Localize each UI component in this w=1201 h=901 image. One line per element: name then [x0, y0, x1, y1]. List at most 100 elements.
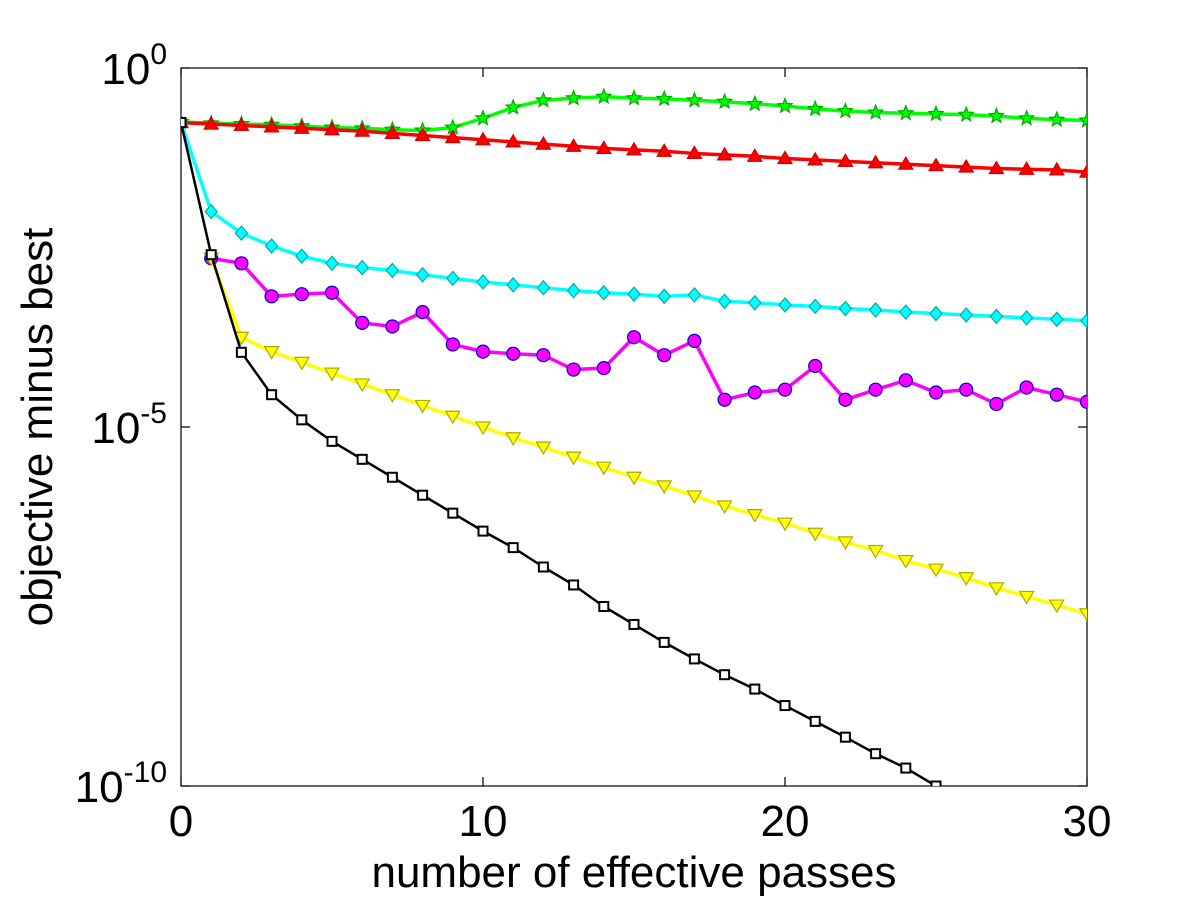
data-point-yellow: [867, 544, 884, 559]
data-point-black: [326, 435, 338, 447]
data-point-cyan: [808, 298, 822, 315]
data-point-magenta: [687, 333, 702, 348]
data-point-cyan: [1050, 311, 1064, 328]
data-point-cyan: [566, 282, 581, 299]
y-tick-exponent: -5: [140, 397, 167, 430]
data-point-black: [386, 471, 398, 483]
series-group: [181, 87, 1087, 786]
data-point-black: [930, 780, 942, 786]
y-tick-base: 10: [75, 763, 124, 812]
x-tick-label: 20: [761, 797, 810, 846]
data-point-black: [900, 762, 912, 774]
data-point-red: [1078, 163, 1087, 178]
data-point-green: [625, 88, 643, 106]
data-point-black: [296, 414, 308, 426]
data-point-magenta: [1079, 394, 1087, 409]
data-point-red: [203, 115, 220, 130]
data-point-yellow: [746, 508, 763, 523]
data-point-red: [1048, 161, 1065, 176]
data-point-magenta: [989, 396, 1004, 412]
data-point-green: [866, 103, 885, 120]
data-point-yellow: [1078, 608, 1087, 622]
y-tick-exponent: 0: [150, 38, 167, 71]
data-point-yellow: [927, 563, 945, 578]
data-point-magenta: [506, 346, 521, 361]
data-point-yellow: [807, 527, 824, 542]
data-point-magenta: [324, 285, 340, 300]
data-point-magenta: [1019, 380, 1034, 395]
data-point-cyan: [989, 308, 1004, 325]
data-point-red: [927, 157, 945, 172]
y-tick-exponent: -10: [124, 756, 167, 789]
data-point-cyan: [959, 307, 973, 323]
data-point-black: [266, 389, 278, 401]
data-point-cyan: [536, 279, 551, 296]
data-point-black: [658, 636, 670, 648]
data-point-yellow: [958, 572, 975, 586]
data-point-yellow: [897, 554, 914, 569]
data-point-yellow: [1018, 590, 1035, 605]
data-point-cyan: [929, 305, 943, 322]
data-point-black: [749, 683, 761, 695]
data-point-green: [987, 106, 1006, 124]
data-point-black: [447, 507, 459, 519]
data-point-black: [779, 700, 791, 712]
data-point-magenta: [1049, 387, 1064, 402]
data-point-black: [568, 579, 580, 591]
data-point-black: [598, 601, 610, 612]
data-point-green: [474, 109, 492, 126]
data-point-yellow: [444, 410, 461, 425]
data-point-red: [595, 140, 612, 155]
data-point-yellow: [505, 432, 522, 446]
plot-area: [180, 67, 1088, 787]
data-point-black: [839, 731, 851, 743]
data-point-red: [746, 148, 763, 162]
data-point-green: [504, 98, 522, 115]
data-point-green: [776, 96, 794, 114]
series-red: [181, 114, 1087, 178]
data-point-yellow: [414, 399, 431, 414]
y-axis-label: objective minus best: [13, 228, 62, 627]
data-point-black: [537, 561, 549, 573]
y-tick-base: 10: [101, 45, 150, 94]
data-point-red: [565, 138, 582, 152]
data-point-black: [235, 346, 247, 358]
data-point-magenta: [777, 382, 793, 397]
data-point-yellow: [535, 441, 552, 456]
data-point-cyan: [415, 266, 430, 283]
data-point-green: [746, 94, 764, 112]
data-point-black: [181, 117, 187, 129]
data-point-magenta: [596, 361, 611, 376]
data-point-magenta: [415, 305, 430, 320]
data-point-cyan: [687, 286, 702, 303]
data-point-magenta: [385, 319, 400, 334]
data-point-green: [564, 88, 583, 106]
x-tick-label: 10: [459, 797, 508, 846]
data-point-yellow: [716, 500, 733, 515]
data-point-green: [1078, 111, 1087, 128]
data-point-cyan: [325, 255, 339, 272]
data-point-red: [656, 143, 673, 157]
data-point-magenta: [294, 287, 309, 302]
data-point-yellow: [323, 367, 341, 382]
data-point-black: [507, 542, 519, 554]
data-point-magenta: [234, 256, 249, 271]
data-point-black: [205, 249, 217, 261]
data-point-black: [477, 525, 489, 537]
data-point-red: [354, 122, 371, 137]
data-point-green: [1048, 110, 1066, 128]
data-point-red: [807, 151, 824, 166]
data-point-green: [957, 105, 975, 123]
data-point-cyan: [748, 294, 762, 311]
data-point-red: [444, 129, 461, 144]
data-point-black: [417, 489, 429, 501]
data-point-magenta: [928, 385, 944, 400]
data-point-red: [625, 141, 643, 156]
data-point-magenta: [536, 348, 551, 363]
data-point-black: [719, 669, 731, 681]
data-point-red: [323, 121, 341, 136]
data-point-yellow: [354, 378, 371, 393]
data-point-magenta: [626, 330, 642, 345]
data-point-cyan: [476, 274, 490, 290]
x-tick-label: 30: [1063, 797, 1112, 846]
